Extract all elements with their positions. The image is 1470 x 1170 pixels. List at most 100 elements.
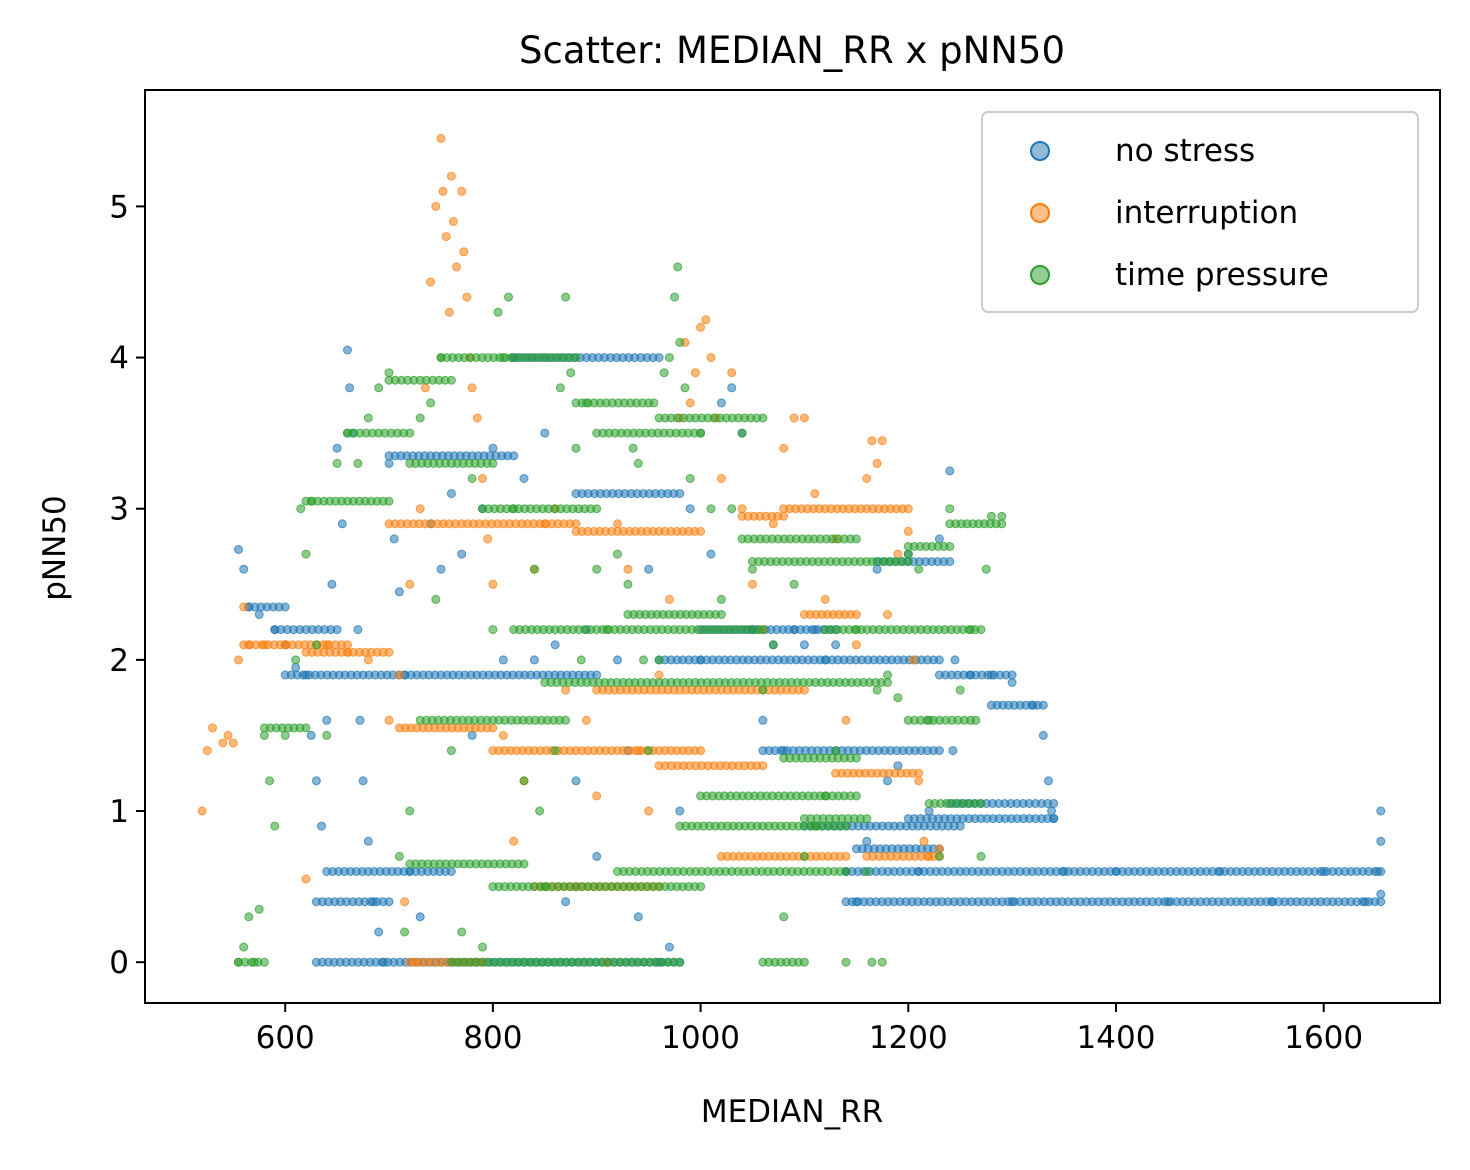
data-point: [436, 133, 446, 143]
data-point: [903, 549, 913, 559]
data-point: [400, 897, 410, 907]
data-point: [223, 730, 233, 740]
data-point: [945, 557, 955, 567]
data-point: [1038, 730, 1048, 740]
y-axis-label: pNN50: [37, 495, 73, 601]
data-point: [924, 715, 934, 725]
data-point: [488, 723, 498, 733]
data-point: [706, 353, 716, 363]
data-point: [576, 655, 586, 665]
data-point: [244, 912, 254, 922]
data-point: [799, 851, 809, 861]
data-point: [909, 655, 918, 665]
data-point: [789, 413, 799, 423]
data-point: [561, 715, 571, 725]
data-point: [883, 670, 892, 680]
data-point: [696, 655, 706, 665]
data-point: [883, 776, 892, 786]
data-point: [903, 504, 913, 514]
data-point: [810, 625, 820, 635]
data-point: [561, 897, 571, 907]
data-point: [493, 307, 503, 317]
data-point: [685, 398, 695, 408]
data-point: [1038, 700, 1048, 710]
data-point: [1007, 670, 1017, 680]
data-point: [405, 867, 415, 876]
data-point: [405, 806, 415, 816]
data-point: [758, 413, 768, 423]
data-point: [436, 353, 446, 363]
data-point: [820, 655, 830, 665]
data-point: [426, 398, 436, 408]
data-point: [498, 730, 508, 740]
data-point: [981, 564, 991, 574]
data-point: [799, 413, 809, 423]
series-time-pressure: [234, 262, 1007, 967]
data-point: [986, 670, 996, 680]
data-point: [420, 383, 430, 393]
data-point: [862, 867, 872, 876]
data-point: [945, 542, 955, 551]
data-point: [893, 549, 903, 559]
data-point: [872, 458, 882, 468]
data-point: [997, 511, 1007, 521]
data-point: [716, 474, 726, 483]
data-point: [644, 746, 654, 756]
data-point: [613, 549, 622, 559]
data-point: [363, 836, 373, 846]
data-point: [966, 625, 976, 635]
data-point: [550, 746, 560, 756]
data-point: [997, 519, 1007, 529]
data-point: [332, 443, 342, 453]
data-point: [384, 458, 394, 468]
x-axis: 600 800 1000 1200 1400 1600: [256, 1003, 1363, 1056]
data-point: [851, 791, 861, 801]
data-point: [613, 655, 622, 665]
data-point: [529, 655, 539, 665]
data-point: [716, 398, 726, 408]
data-point: [675, 806, 685, 816]
data-point: [374, 383, 384, 393]
data-point: [467, 474, 477, 483]
data-point: [872, 685, 882, 695]
data-point: [540, 428, 550, 438]
data-point: [467, 383, 477, 393]
data-point: [270, 821, 280, 831]
plot-area: [197, 133, 1386, 967]
data-point: [696, 746, 706, 756]
data-point: [1373, 867, 1383, 876]
data-point: [540, 519, 550, 529]
data-point: [1028, 700, 1038, 710]
data-point: [851, 625, 861, 635]
y-tick-label: 5: [109, 189, 129, 225]
data-point: [779, 443, 789, 453]
data-point: [301, 670, 311, 680]
data-point: [384, 715, 394, 725]
data-point: [426, 277, 436, 287]
data-point: [1047, 806, 1057, 816]
data-point: [535, 806, 545, 816]
data-point: [976, 851, 986, 861]
data-point: [259, 957, 269, 967]
data-point: [831, 640, 841, 650]
data-point: [394, 670, 404, 680]
data-point: [322, 640, 332, 650]
data-point: [903, 526, 913, 536]
data-point: [841, 867, 851, 876]
x-tick-label: 1400: [1077, 1020, 1156, 1056]
data-point: [1376, 897, 1386, 907]
data-point: [234, 655, 243, 665]
y-tick-label: 0: [109, 945, 129, 981]
data-point: [670, 292, 680, 302]
data-point: [446, 867, 456, 876]
data-point: [446, 171, 456, 181]
data-point: [758, 685, 768, 695]
data-point: [405, 428, 415, 438]
legend-label-no-stress: no stress: [1115, 133, 1255, 169]
data-point: [696, 322, 706, 332]
data-point: [301, 874, 311, 884]
data-point: [197, 806, 207, 816]
data-point: [550, 640, 560, 650]
data-point: [301, 549, 311, 559]
series-interruption: [197, 133, 944, 967]
